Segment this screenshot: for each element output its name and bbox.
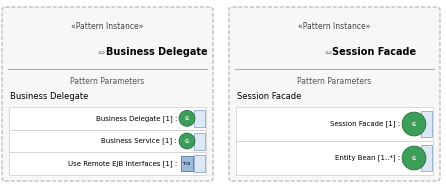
Circle shape: [179, 133, 195, 149]
Bar: [181, 156, 193, 171]
Text: T/0: T/0: [183, 162, 190, 166]
Bar: [236, 107, 433, 141]
Text: Session Facade: Session Facade: [333, 47, 417, 57]
Bar: [194, 110, 205, 127]
Text: G: G: [412, 155, 416, 161]
Bar: [9, 130, 206, 152]
Text: «Pattern Instance»: «Pattern Instance»: [71, 22, 144, 31]
Text: Business Service [1] :: Business Service [1] :: [101, 138, 177, 144]
Text: Business Delegate [1] :: Business Delegate [1] :: [96, 115, 177, 122]
Text: G: G: [412, 121, 416, 127]
Bar: [194, 133, 205, 149]
Text: ⇔: ⇔: [325, 48, 331, 57]
FancyBboxPatch shape: [229, 7, 440, 181]
Bar: [194, 155, 205, 172]
Circle shape: [179, 110, 195, 126]
Circle shape: [402, 112, 426, 136]
Text: G: G: [185, 116, 189, 121]
Text: «Pattern Instance»: «Pattern Instance»: [298, 22, 371, 31]
Bar: [421, 111, 432, 137]
Bar: [9, 152, 206, 175]
Text: Business Delegate: Business Delegate: [10, 92, 88, 101]
Text: ⇔: ⇔: [98, 48, 104, 57]
Text: Pattern Parameters: Pattern Parameters: [297, 77, 372, 86]
Text: G: G: [185, 139, 189, 143]
FancyBboxPatch shape: [2, 7, 213, 181]
Bar: [236, 141, 433, 175]
Text: Entity Bean [1..*] :: Entity Bean [1..*] :: [335, 155, 400, 161]
Circle shape: [402, 146, 426, 170]
Text: Use Remote EJB Interfaces [1] :: Use Remote EJB Interfaces [1] :: [68, 160, 177, 167]
Bar: [421, 145, 432, 171]
Bar: [9, 107, 206, 130]
Text: Session Facade [1] :: Session Facade [1] :: [330, 121, 400, 127]
Text: Pattern Parameters: Pattern Parameters: [70, 77, 145, 86]
Text: Session Facade: Session Facade: [237, 92, 301, 101]
Text: Business Delegate: Business Delegate: [106, 47, 207, 57]
